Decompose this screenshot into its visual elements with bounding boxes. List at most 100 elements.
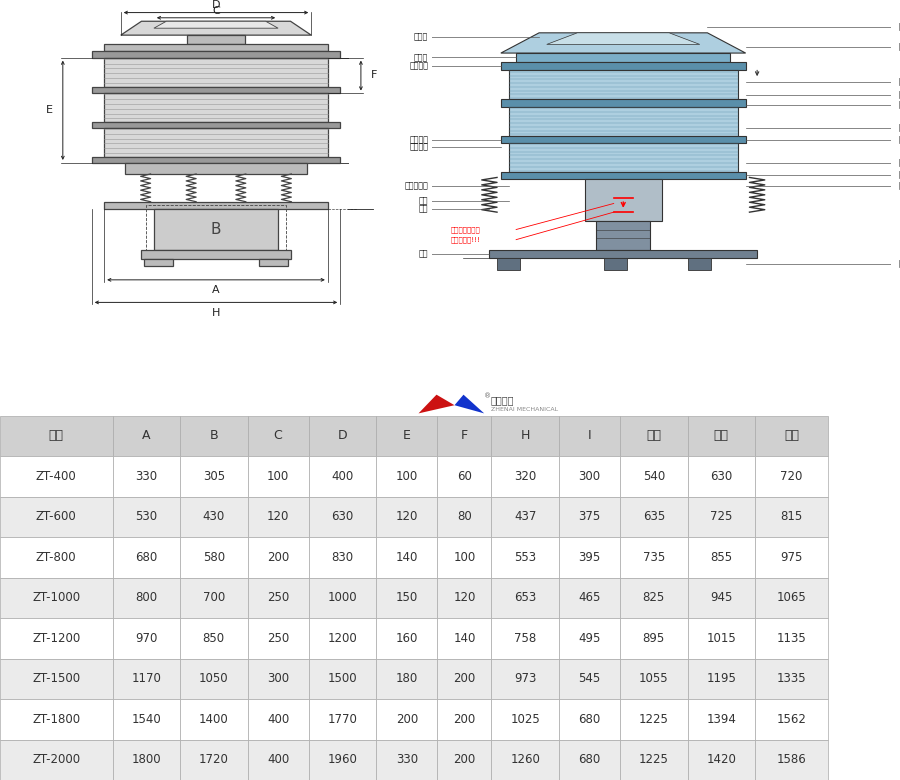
Bar: [559, 618, 620, 658]
Text: 330: 330: [135, 470, 158, 483]
Text: 430: 430: [202, 510, 225, 523]
Polygon shape: [508, 107, 738, 136]
Polygon shape: [508, 70, 738, 99]
Text: ZHENAI MECHANICAL: ZHENAI MECHANICAL: [491, 407, 558, 413]
Bar: [559, 739, 620, 780]
Text: 973: 973: [514, 672, 536, 686]
Bar: [376, 578, 437, 618]
Text: ZT-2000: ZT-2000: [32, 753, 80, 766]
Bar: [437, 618, 491, 658]
Text: 200: 200: [396, 713, 418, 725]
Text: ZT-1800: ZT-1800: [32, 713, 80, 725]
Text: E: E: [403, 430, 410, 442]
Text: 源泰机械: 源泰机械: [491, 395, 514, 406]
Text: 弹簧: 弹簧: [418, 205, 428, 214]
Polygon shape: [144, 259, 173, 266]
Bar: [376, 618, 437, 658]
Text: 电动机: 电动机: [898, 182, 900, 190]
Text: H: H: [520, 430, 530, 442]
Bar: [112, 658, 180, 699]
Polygon shape: [497, 258, 520, 270]
Text: 945: 945: [710, 591, 733, 604]
Bar: [559, 416, 620, 456]
Bar: [376, 456, 437, 497]
Text: 580: 580: [202, 551, 225, 564]
Bar: [376, 658, 437, 699]
Bar: [180, 456, 248, 497]
Bar: [491, 699, 559, 739]
Polygon shape: [500, 136, 745, 143]
Text: 底座: 底座: [418, 250, 428, 259]
Text: 400: 400: [267, 713, 289, 725]
Bar: [0, 658, 112, 699]
Bar: [491, 497, 559, 537]
Text: 中部框架: 中部框架: [410, 136, 428, 144]
Text: 压紧环: 压紧环: [414, 53, 428, 62]
Text: 530: 530: [135, 510, 158, 523]
Text: 80: 80: [457, 510, 472, 523]
Bar: [620, 739, 688, 780]
Text: 120: 120: [396, 510, 418, 523]
Bar: [491, 416, 559, 456]
Text: 1135: 1135: [777, 632, 806, 645]
Text: 1586: 1586: [777, 753, 806, 766]
Bar: [248, 497, 309, 537]
Polygon shape: [454, 395, 484, 413]
Bar: [437, 658, 491, 699]
Text: 630: 630: [710, 470, 733, 483]
Text: 球形清洗板: 球形清洗板: [898, 124, 900, 133]
Text: D: D: [338, 430, 347, 442]
Bar: [309, 456, 376, 497]
Text: 二层: 二层: [714, 430, 729, 442]
Text: 1335: 1335: [777, 672, 806, 686]
Text: C: C: [212, 6, 220, 16]
Polygon shape: [92, 157, 340, 163]
Text: 553: 553: [514, 551, 536, 564]
Text: 1025: 1025: [510, 713, 540, 725]
Bar: [376, 537, 437, 578]
Polygon shape: [141, 250, 291, 259]
Text: ZT-400: ZT-400: [36, 470, 76, 483]
Text: ZT-1500: ZT-1500: [32, 672, 80, 686]
Bar: [180, 739, 248, 780]
Text: 防尘盖: 防尘盖: [414, 33, 428, 41]
Bar: [620, 658, 688, 699]
Bar: [559, 699, 620, 739]
Text: 725: 725: [710, 510, 733, 523]
Text: 635: 635: [643, 510, 665, 523]
Bar: [755, 497, 828, 537]
Text: 试机时去掉!!!: 试机时去掉!!!: [451, 236, 481, 243]
Text: 辅助筛网: 辅助筛网: [898, 43, 900, 51]
Bar: [755, 739, 828, 780]
Bar: [688, 658, 755, 699]
Text: 437: 437: [514, 510, 536, 523]
Polygon shape: [688, 258, 711, 270]
Text: 100: 100: [454, 551, 475, 564]
Text: 小尺寸排料: 小尺寸排料: [404, 182, 428, 190]
Bar: [491, 618, 559, 658]
Text: B: B: [211, 222, 221, 237]
Text: 680: 680: [579, 753, 600, 766]
Bar: [437, 739, 491, 780]
Bar: [309, 578, 376, 618]
Bar: [755, 618, 828, 658]
Bar: [755, 537, 828, 578]
Text: 100: 100: [267, 470, 289, 483]
Text: 1225: 1225: [639, 713, 669, 725]
Bar: [620, 537, 688, 578]
Bar: [248, 699, 309, 739]
Polygon shape: [418, 395, 454, 413]
Text: 上部重锤: 上部重锤: [898, 158, 900, 168]
Bar: [755, 456, 828, 497]
Bar: [112, 537, 180, 578]
Bar: [437, 497, 491, 537]
Text: 800: 800: [135, 591, 158, 604]
Bar: [620, 497, 688, 537]
Polygon shape: [154, 209, 278, 250]
Bar: [112, 456, 180, 497]
Text: I: I: [588, 430, 591, 442]
Text: 250: 250: [267, 591, 289, 604]
Polygon shape: [508, 143, 738, 172]
Text: 下部重锤: 下部重锤: [898, 260, 900, 269]
Text: 830: 830: [331, 551, 354, 564]
